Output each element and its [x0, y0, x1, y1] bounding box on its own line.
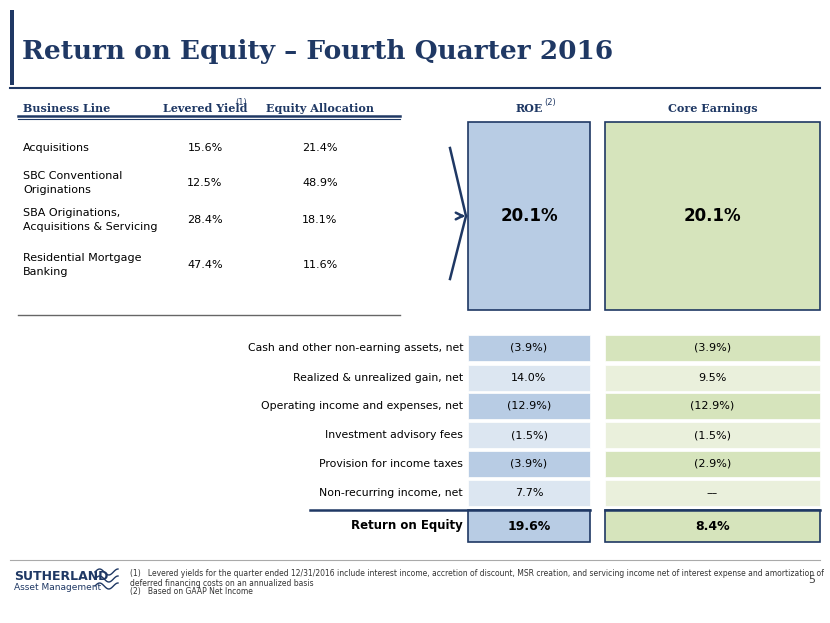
Bar [468, 393, 590, 419]
Text: 7.7%: 7.7% [515, 488, 544, 498]
Text: (3.9%): (3.9%) [510, 343, 548, 353]
Text: Operating income and expenses, net: Operating income and expenses, net [261, 401, 463, 411]
Text: (12.9%): (12.9%) [507, 401, 551, 411]
Text: (3.9%): (3.9%) [510, 459, 548, 469]
Text: (2)   Based on GAAP Net Income: (2) Based on GAAP Net Income [130, 587, 253, 596]
Text: 20.1%: 20.1% [500, 207, 558, 225]
Text: Provision for income taxes: Provision for income taxes [319, 459, 463, 469]
Text: Return on Equity: Return on Equity [351, 520, 463, 533]
Text: SBC Conventional: SBC Conventional [23, 171, 122, 181]
Bar [468, 451, 590, 477]
Text: (1): (1) [235, 98, 247, 107]
Bar [468, 480, 590, 506]
Text: 14.0%: 14.0% [511, 373, 547, 383]
Text: 20.1%: 20.1% [684, 207, 741, 225]
Text: Return on Equity – Fourth Quarter 2016: Return on Equity – Fourth Quarter 2016 [22, 39, 613, 65]
Text: 28.4%: 28.4% [188, 215, 222, 225]
Text: Acquisitions & Servicing: Acquisitions & Servicing [23, 222, 158, 232]
Text: Asset Management: Asset Management [14, 583, 101, 592]
Text: 47.4%: 47.4% [188, 260, 222, 270]
Text: 11.6%: 11.6% [302, 260, 338, 270]
Text: ROE: ROE [515, 103, 543, 113]
Text: (1.5%): (1.5%) [510, 430, 548, 440]
Text: (2): (2) [544, 98, 556, 107]
Text: Acquisitions: Acquisitions [23, 143, 90, 153]
Bar [605, 451, 820, 477]
Bar [605, 422, 820, 448]
Bar [468, 122, 590, 310]
Text: 48.9%: 48.9% [302, 178, 338, 188]
Text: 5: 5 [808, 575, 815, 585]
Text: Investment advisory fees: Investment advisory fees [325, 430, 463, 440]
Text: SBA Originations,: SBA Originations, [23, 208, 120, 218]
Text: (3.9%): (3.9%) [694, 343, 731, 353]
Bar [605, 510, 820, 542]
Text: ––: –– [707, 488, 718, 498]
Text: 9.5%: 9.5% [698, 373, 727, 383]
Bar [605, 480, 820, 506]
Text: Banking: Banking [23, 267, 69, 277]
Text: Originations: Originations [23, 185, 90, 195]
Text: 19.6%: 19.6% [507, 520, 550, 533]
Text: 8.4%: 8.4% [696, 520, 730, 533]
Bar [468, 335, 590, 361]
Text: Residential Mortgage: Residential Mortgage [23, 253, 141, 263]
Text: Non-recurring income, net: Non-recurring income, net [320, 488, 463, 498]
Bar [605, 365, 820, 391]
Text: Realized & unrealized gain, net: Realized & unrealized gain, net [293, 373, 463, 383]
Text: (1)   Levered yields for the quarter ended 12/31/2016 include interest income, a: (1) Levered yields for the quarter ended… [130, 569, 824, 588]
Text: Cash and other non-earning assets, net: Cash and other non-earning assets, net [247, 343, 463, 353]
Bar [468, 510, 590, 542]
Text: (12.9%): (12.9%) [691, 401, 735, 411]
Bar [605, 393, 820, 419]
Text: SUTHERLAND: SUTHERLAND [14, 570, 109, 583]
Text: (1.5%): (1.5%) [694, 430, 731, 440]
Bar [605, 335, 820, 361]
Text: 21.4%: 21.4% [302, 143, 338, 153]
Text: Levered Yield: Levered Yield [163, 103, 247, 113]
Text: 15.6%: 15.6% [188, 143, 222, 153]
Text: Core Earnings: Core Earnings [667, 103, 757, 113]
Text: (2.9%): (2.9%) [694, 459, 731, 469]
Bar [605, 122, 820, 310]
Bar [468, 365, 590, 391]
Text: Equity Allocation: Equity Allocation [266, 103, 374, 113]
Bar [468, 422, 590, 448]
Bar [10, 10, 14, 85]
Text: 18.1%: 18.1% [302, 215, 338, 225]
Text: 12.5%: 12.5% [188, 178, 222, 188]
Text: Business Line: Business Line [23, 103, 110, 113]
